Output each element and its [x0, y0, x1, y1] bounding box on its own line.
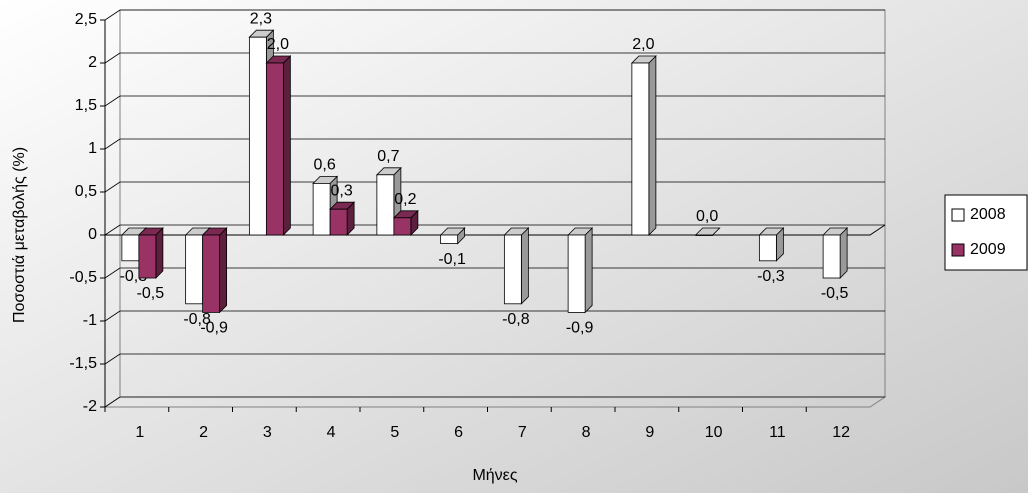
x-tick-label: 4 — [327, 424, 336, 441]
data-label: 2,3 — [250, 10, 272, 27]
data-label: 0,2 — [394, 191, 416, 208]
bar-side — [282, 55, 291, 236]
bar — [376, 174, 395, 236]
x-tick-label: 5 — [390, 424, 399, 441]
bar-group — [329, 201, 356, 236]
bar — [329, 208, 348, 236]
bar — [758, 234, 777, 262]
bar — [393, 217, 412, 236]
y-tick-label: 2,5 — [75, 11, 97, 28]
data-label: 2,0 — [632, 36, 654, 53]
bar — [121, 234, 140, 262]
bar — [202, 234, 221, 313]
bar-side — [155, 227, 164, 279]
data-label: 0,7 — [377, 148, 399, 165]
x-tick-label: 7 — [518, 424, 527, 441]
data-label: 0,6 — [314, 157, 336, 174]
legend-label: 2009 — [970, 241, 1006, 258]
grid-line-side — [104, 267, 121, 279]
data-label: -0,5 — [137, 285, 165, 302]
bar-group — [392, 209, 419, 236]
bar-group — [630, 55, 657, 236]
y-tick-label: 2 — [88, 54, 97, 71]
bar-group — [265, 55, 292, 236]
x-tick-label: 12 — [832, 424, 850, 441]
data-label: -0,1 — [438, 251, 466, 268]
data-label: -0,5 — [821, 285, 849, 302]
data-label: -0,9 — [200, 320, 228, 337]
x-tick-label: 11 — [769, 424, 786, 441]
data-label: 2,0 — [267, 36, 289, 53]
y-tick-label: 0,5 — [75, 183, 97, 200]
legend-swatch — [951, 243, 965, 257]
x-tick-label: 10 — [705, 424, 723, 441]
x-tick-label: 2 — [199, 424, 208, 441]
bar — [567, 234, 586, 313]
y-tick-label: -1,5 — [69, 355, 97, 372]
bar-group — [201, 227, 228, 314]
grid-line-side — [104, 224, 121, 236]
bar — [695, 234, 714, 236]
y-axis-title: Ποσοστιά μεταβολής (%) — [11, 147, 28, 323]
bar — [248, 36, 267, 236]
bar — [440, 234, 459, 244]
grid-line-side — [104, 181, 121, 193]
bar-group — [137, 227, 164, 279]
data-label: -0,8 — [502, 311, 530, 328]
y-tick-label: 1,5 — [75, 97, 97, 114]
data-label: -0,8 — [183, 311, 211, 328]
y-tick-label: -0,5 — [69, 269, 97, 286]
bar-group — [694, 227, 721, 236]
legend-box — [944, 194, 1028, 271]
grid-line-side — [104, 95, 121, 107]
grid-line-side — [104, 396, 121, 408]
bar — [138, 234, 157, 279]
bar-group — [503, 227, 530, 305]
data-label: -0,3 — [757, 268, 785, 285]
grid-line-side — [104, 52, 121, 64]
y-tick-label: 1 — [88, 140, 97, 157]
grid-line-side — [104, 138, 121, 150]
bar — [503, 234, 522, 305]
legend: 2008 2009 — [944, 194, 1028, 271]
bar-group — [439, 227, 466, 245]
data-label: 0,0 — [696, 208, 718, 225]
data-label: 0,3 — [331, 182, 353, 199]
bar-side — [584, 227, 593, 314]
bar — [312, 182, 331, 236]
bar — [185, 234, 204, 305]
x-tick-label: 3 — [263, 424, 272, 441]
data-label: -0,9 — [566, 320, 594, 337]
y-tick-label: 0 — [88, 226, 97, 243]
bar — [631, 62, 650, 236]
grid-line-side — [104, 9, 121, 21]
bar-side — [219, 227, 228, 314]
y-tick-label: -1 — [83, 312, 97, 329]
legend-label: 2008 — [970, 206, 1006, 223]
bar-group — [822, 227, 849, 279]
x-axis-title: Μήνες — [472, 467, 517, 484]
grid-line-side — [104, 353, 121, 365]
bar — [822, 234, 841, 279]
bar-side — [520, 227, 529, 305]
bar-side — [648, 55, 657, 236]
x-axis — [105, 224, 886, 236]
legend-swatch — [951, 208, 965, 222]
x-tick-label: 1 — [135, 424, 144, 441]
bar-group — [567, 227, 594, 314]
bar — [265, 62, 284, 236]
y-tick-label: -2 — [83, 398, 97, 415]
x-tick-label: 6 — [454, 424, 463, 441]
bar-side — [839, 227, 848, 279]
x-tick-label: 9 — [645, 424, 654, 441]
x-tick-label: 8 — [582, 424, 591, 441]
grid-line-side — [104, 310, 121, 322]
bar-group — [758, 227, 785, 262]
